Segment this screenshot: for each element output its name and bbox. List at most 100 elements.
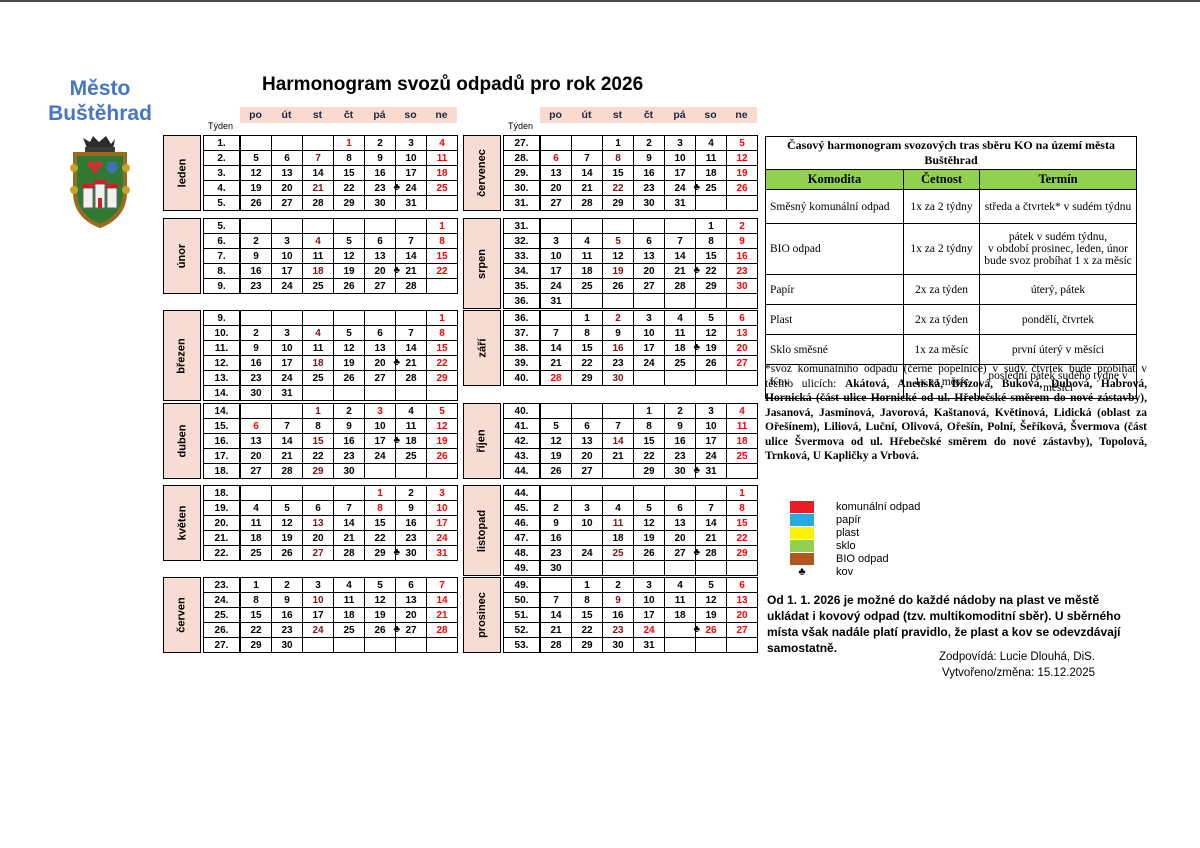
day-cell: 21 [540,355,572,371]
legend-club-icon: ♣ [798,565,806,578]
week-number: 18. [203,485,240,501]
day-cell: 8 [240,592,272,608]
week-number-column: 14. 15. 16. 17. 18. [203,403,240,479]
day-cell: 6 [726,577,758,593]
day-cell: 19 [240,180,272,196]
day-cell: 5 [726,135,758,151]
day-cell [364,463,396,479]
day-cell: 4 [664,310,696,326]
day-cell: 22 [426,355,458,371]
day-cell: 21 [395,263,427,279]
day-cell: 4 [302,233,334,249]
day-cell: 25 [695,180,727,196]
day-cell: 5 [695,577,727,593]
day-cell [271,218,303,234]
day-cell: 29 [726,545,758,561]
day-cell: 30 [395,545,427,561]
day-cell: 21 [602,448,634,464]
month-grid-únor: 1 2 3 4 5 6 7 8 9 10 11 12 13 14 15 16 17 18 19 20 ♣ 21 22 23 24… [240,218,458,294]
day-cell: 5 [271,500,303,516]
week-number: 3. [203,165,240,181]
day-cell [395,385,427,401]
legend-swatch [790,539,814,552]
day-cell: 5 [333,233,365,249]
week-number: 45. [503,500,540,516]
day-cell: 10 [695,418,727,434]
day-cell: 31 [695,463,727,479]
week-number: 9. [203,278,240,294]
day-cell [333,310,365,326]
month-name: únor [175,243,188,269]
day-header-čt: čt [333,107,364,123]
day-cell: 26 [240,195,272,211]
day-cell: 29 [571,637,603,653]
town-logo: Město Buštěhrad [38,76,162,235]
week-number: 5. [203,218,240,234]
month-name: leden [175,158,188,188]
week-number: 23. [203,577,240,593]
day-cell: 28 [395,370,427,386]
week-number-column: 49. 50. 51. 52. 53. [503,577,540,653]
day-cell: 19 [726,165,758,181]
day-cell: 20 [633,263,665,279]
day-cell: 4 [571,233,603,249]
month-grid-květen: 1 2 3 4 5 6 7 8 9 10 11 12 13 14 15 16 17 18 19 20 21 22 23 24 2… [240,485,458,561]
day-cell: 21 [540,622,572,638]
day-cell: 2 [540,500,572,516]
day-cell: 27 [726,622,758,638]
day-cell: 4 [426,135,458,151]
day-cell: 10 [540,248,572,264]
day-cell [602,403,634,419]
day-cell: 28 [426,622,458,638]
day-cell: 13 [540,165,572,181]
day-cell: 26 [333,278,365,294]
day-cell [540,310,572,326]
week-number: 29. [503,165,540,181]
week-number-column: 44. 45. 46. 47. 48. 49. [503,485,540,576]
day-cell: 14 [333,515,365,531]
day-cell [540,135,572,151]
day-cell: 9 [664,418,696,434]
day-header-po: po [540,107,571,123]
day-cell: 22 [633,448,665,464]
legend-item: papír [790,513,920,526]
day-cell: 7 [540,592,572,608]
week-number: 30. [503,180,540,196]
day-cell: 27 [302,545,334,561]
day-cell: 30 [540,560,572,576]
kov-club-icon: ♣ [693,547,700,558]
day-cell [726,370,758,386]
cell-termin: poslední pátek sudého týdne v měsíci [979,364,1137,399]
week-number: 39. [503,355,540,371]
legend-label: BIO odpad [836,552,889,565]
day-cell: 11 [726,418,758,434]
day-cell: 23 [633,180,665,196]
day-cell: 10 [271,340,303,356]
day-cell [302,310,334,326]
day-header-pá: pá [664,107,695,123]
kov-club-icon: ♣ [393,182,400,193]
day-cell [240,403,272,419]
day-cell: 6 [571,418,603,434]
day-cell: 24 [271,278,303,294]
day-cell: 30 [240,385,272,401]
month-label-březen: březen [163,310,201,401]
day-cell: 23 [664,448,696,464]
day-cell [395,310,427,326]
day-cell: 18 [240,530,272,546]
day-cell: 5 [540,418,572,434]
day-cell: 12 [633,515,665,531]
day-cell: 16 [395,515,427,531]
day-cell: 12 [602,248,634,264]
kov-club-icon: ♣ [393,435,400,446]
day-cell: 23 [240,278,272,294]
day-cell: 7 [302,150,334,166]
day-cell: 1 [695,218,727,234]
day-cell: 25 [664,355,696,371]
week-number: 17. [203,448,240,464]
day-cell: 24 [633,355,665,371]
day-cell: 13 [726,325,758,341]
day-cell: 2 [240,325,272,341]
day-cell: 12 [240,165,272,181]
week-number: 27. [203,637,240,653]
